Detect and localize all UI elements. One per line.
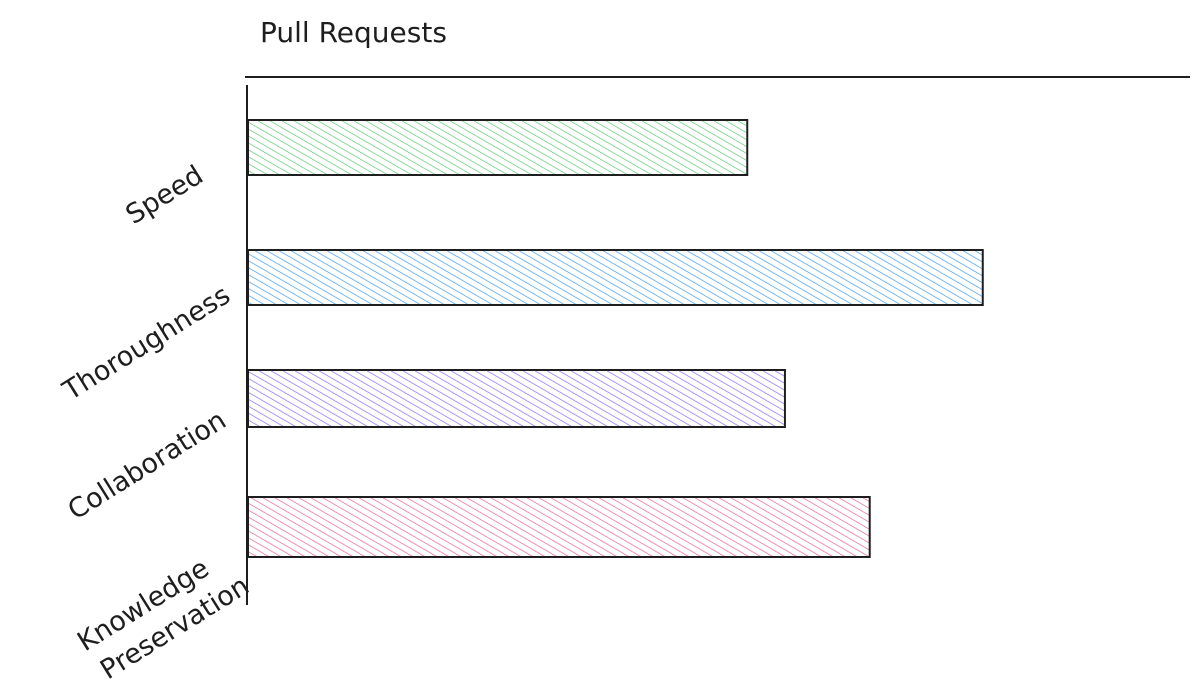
bar-knowledge-preservation (247, 496, 871, 558)
bar-thoroughness (247, 249, 984, 306)
category-label: Thoroughness (57, 280, 236, 408)
y-axis-line (245, 84, 248, 606)
top-axis-line (244, 75, 1191, 78)
category-label: Speed (121, 160, 209, 231)
category-label: Collaboration (63, 405, 232, 527)
bar-collaboration (247, 369, 786, 428)
chart-title: Pull Requests (260, 16, 447, 49)
category-label: KnowledgePreservation (72, 540, 255, 689)
bar-speed (247, 119, 749, 176)
